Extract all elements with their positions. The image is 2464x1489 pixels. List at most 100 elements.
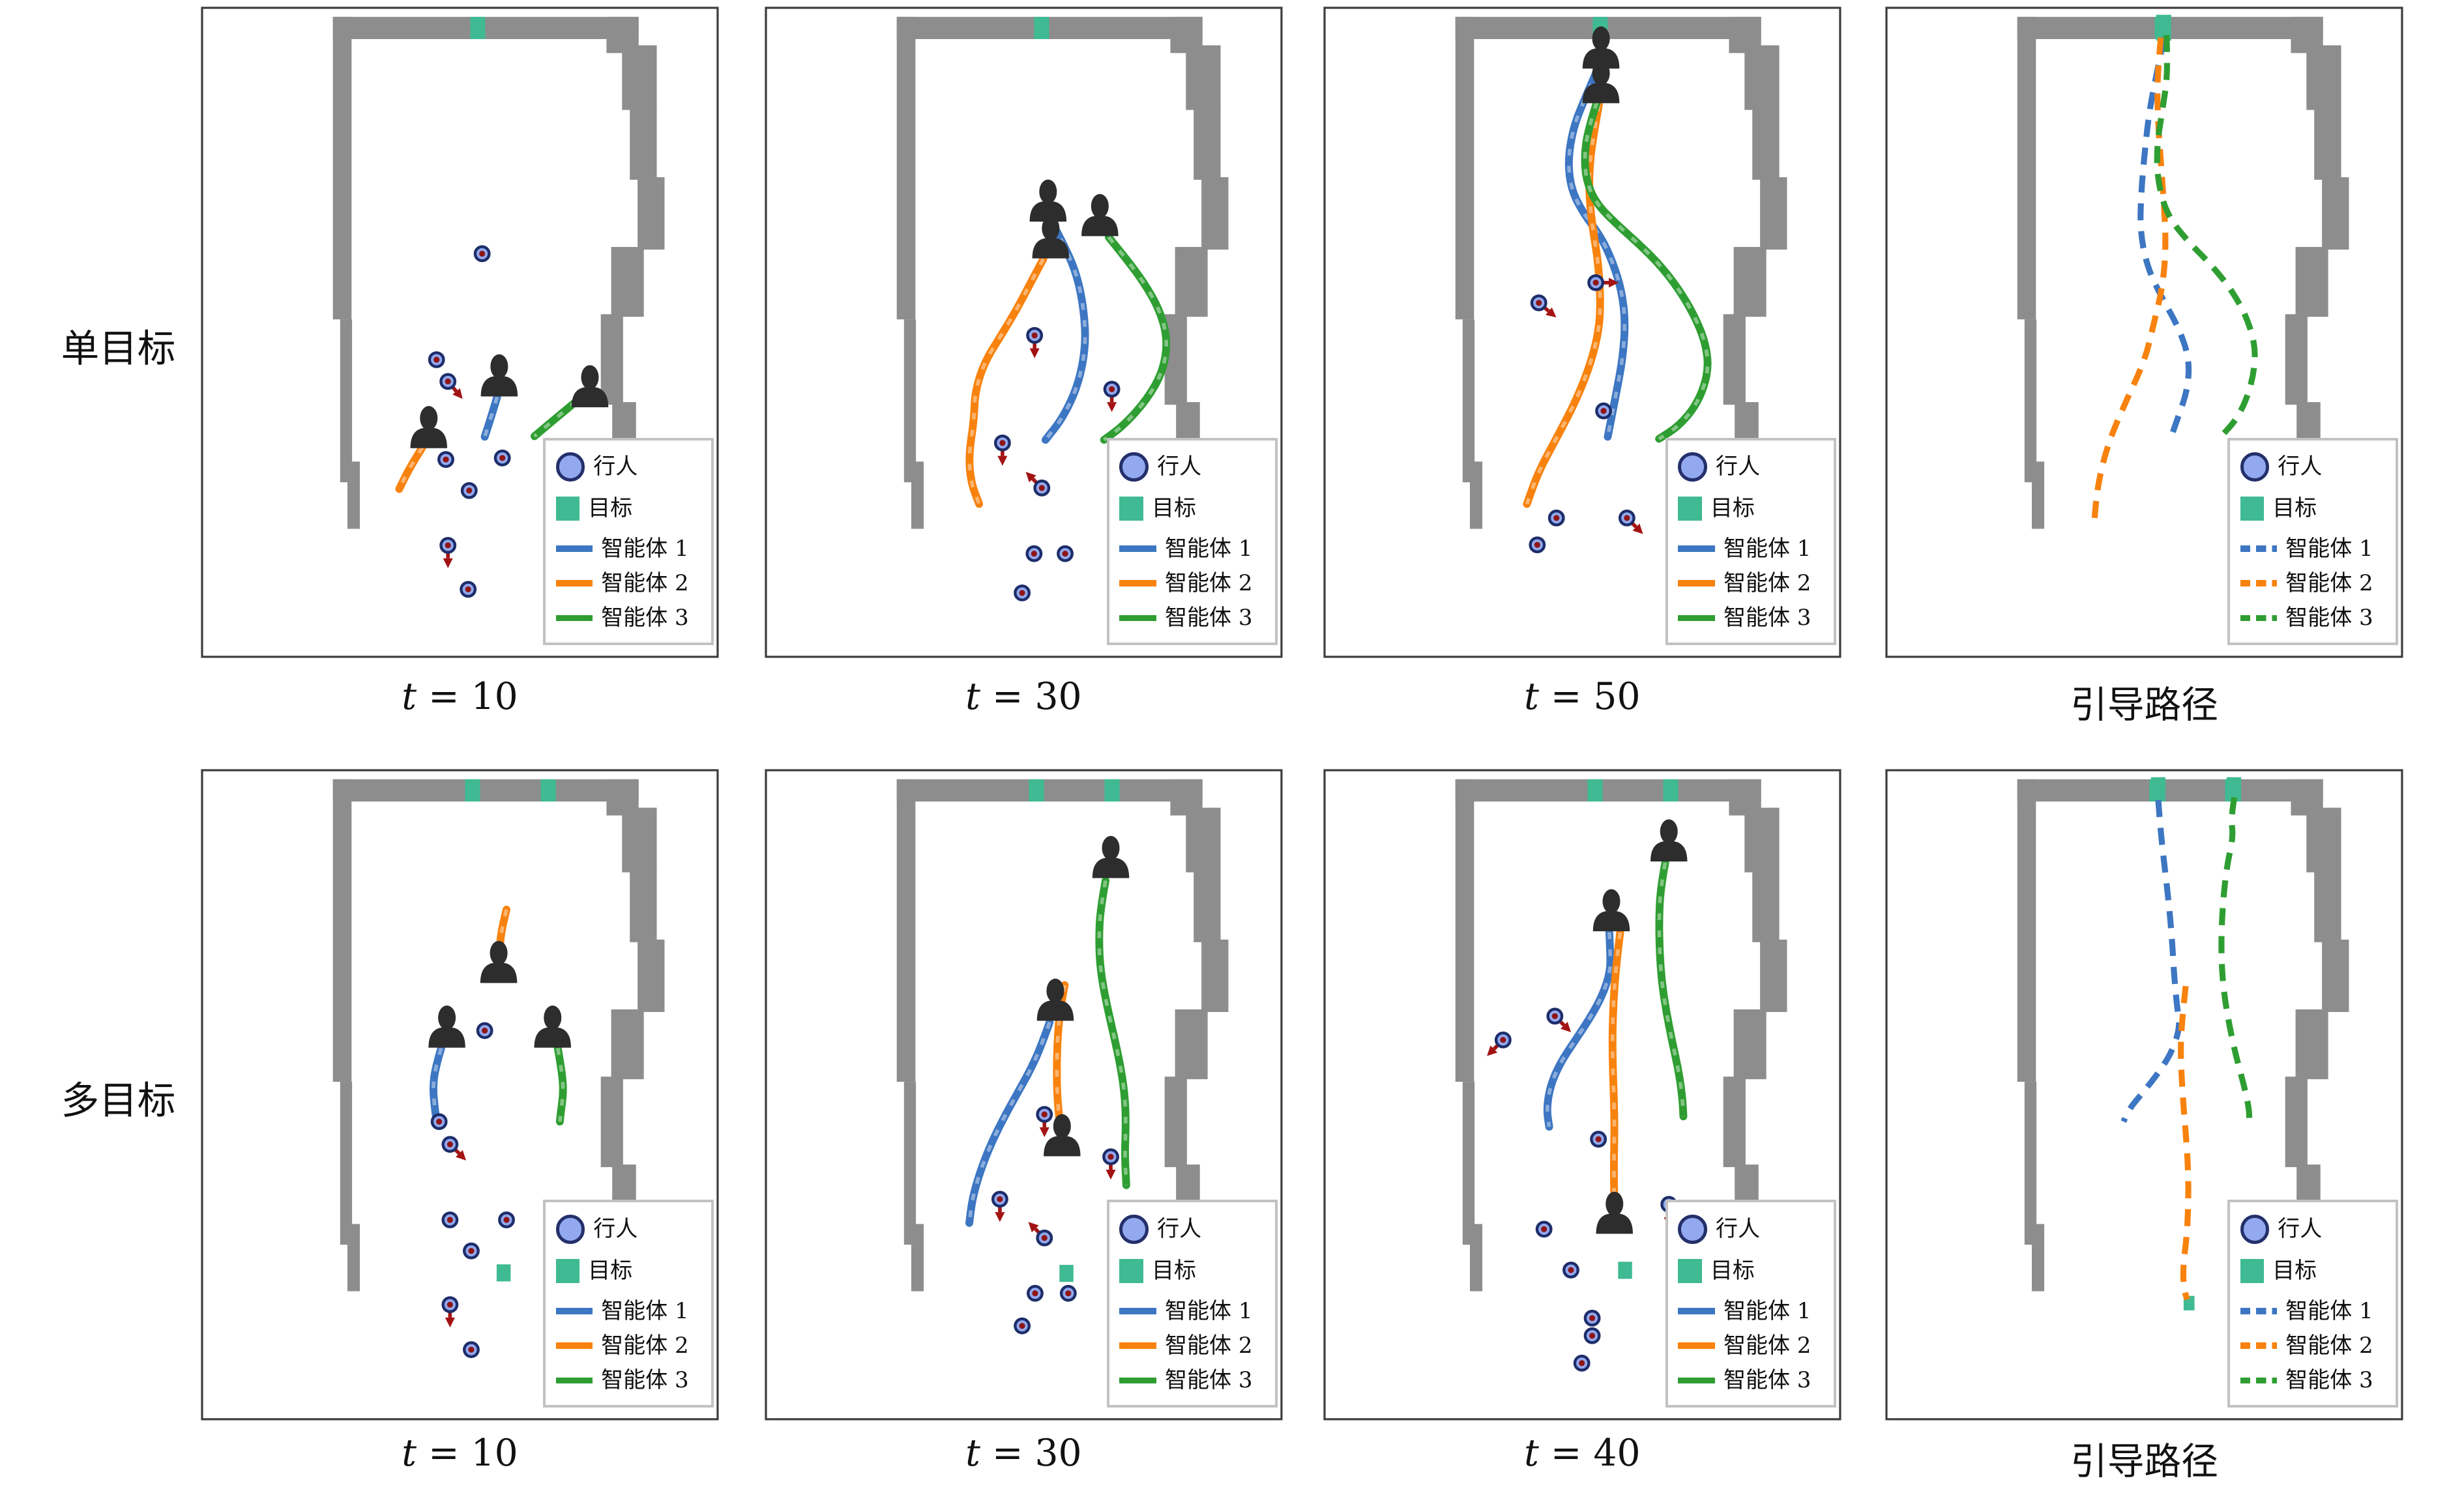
wall-segment bbox=[630, 869, 657, 942]
target-legend-icon bbox=[555, 497, 580, 521]
legend-label: 智能体 1 bbox=[2285, 535, 2373, 562]
agent-person-icon bbox=[1029, 179, 1066, 222]
wall-segment bbox=[903, 1082, 917, 1245]
wall-segment bbox=[1186, 45, 1221, 110]
legend-box: 行人 目标 智能体 1 智能体 2 智能体 3 bbox=[1665, 437, 1836, 645]
trajectory-texture bbox=[1566, 68, 1626, 437]
legend-label: 智能体 1 bbox=[601, 535, 689, 562]
legend-item: 智能体 1 bbox=[2240, 1298, 2390, 1325]
wall-segment bbox=[2306, 45, 2341, 110]
wall-segment bbox=[2017, 16, 2036, 320]
wall-segment bbox=[1201, 177, 1229, 250]
legend-item: 行人 bbox=[1678, 452, 1827, 482]
caption-value: = 10 bbox=[417, 675, 518, 719]
legend-item: 智能体 1 bbox=[1119, 536, 1269, 562]
agent-line-legend-icon bbox=[1678, 614, 1716, 622]
direction-arrowhead-icon bbox=[995, 1212, 1005, 1222]
agent-line-legend-icon bbox=[555, 545, 593, 552]
wall-segment bbox=[347, 461, 360, 529]
guide-path-agent-3 bbox=[2218, 796, 2253, 1121]
wall-segment bbox=[347, 1224, 360, 1292]
simulation-panel-single-4: 行人 目标 智能体 1 智能体 2 智能体 3 bbox=[1885, 7, 2403, 658]
pedestrian-marker bbox=[428, 351, 445, 368]
pedestrian-marker bbox=[1025, 472, 1051, 497]
wall-segment bbox=[1201, 939, 1229, 1012]
legend-item: 目标 bbox=[2240, 1258, 2390, 1284]
pedestrian-marker bbox=[1057, 545, 1074, 562]
agent-person-icon bbox=[1032, 216, 1069, 259]
legend-label: 目标 bbox=[588, 1257, 633, 1284]
caption-value: = 10 bbox=[417, 1432, 518, 1475]
wall-segment bbox=[1194, 869, 1221, 942]
legend-item: 行人 bbox=[555, 452, 705, 482]
caption-variable: t bbox=[402, 1432, 417, 1475]
agent-line-legend-icon bbox=[1119, 545, 1157, 552]
direction-arrowhead-icon bbox=[1106, 402, 1117, 412]
trajectory-texture bbox=[1610, 932, 1622, 1200]
wall-segment bbox=[903, 319, 917, 483]
pedestrian-legend-icon bbox=[2240, 452, 2270, 482]
wall-segment bbox=[1752, 107, 1780, 180]
pedestrian-marker bbox=[437, 451, 454, 469]
legend-label: 智能体 3 bbox=[1723, 605, 1811, 631]
wall-segment bbox=[600, 1077, 623, 1168]
legend-item: 智能体 1 bbox=[2240, 536, 2390, 562]
wall-segment bbox=[2295, 247, 2328, 317]
direction-arrowhead-icon bbox=[1029, 348, 1040, 358]
panel-caption: t = 10 bbox=[201, 1432, 719, 1475]
pedestrian-marker bbox=[993, 434, 1011, 466]
panel-caption: 引导路径 bbox=[2070, 684, 2218, 727]
pedestrian-marker bbox=[476, 1022, 493, 1039]
wall-segment bbox=[2032, 461, 2045, 529]
wall-segment bbox=[911, 461, 924, 529]
legend-label: 智能体 3 bbox=[601, 605, 689, 631]
exit-door-marker bbox=[540, 779, 556, 802]
wall-segment bbox=[1469, 1224, 1482, 1292]
pedestrian-marker bbox=[1530, 294, 1557, 318]
pedestrian-marker bbox=[1594, 402, 1612, 420]
pedestrian-marker bbox=[1590, 1131, 1607, 1148]
legend-item: 智能体 3 bbox=[555, 605, 705, 631]
trajectory-texture bbox=[483, 396, 499, 438]
legend-item: 智能体 2 bbox=[555, 1332, 705, 1359]
wall-segment bbox=[2017, 779, 2036, 1082]
agent-line-legend-icon bbox=[2240, 545, 2278, 552]
exit-door-marker bbox=[1663, 779, 1679, 802]
wall-segment bbox=[638, 939, 665, 1012]
direction-arrowhead-icon bbox=[1486, 1045, 1497, 1056]
legend-label: 智能体 2 bbox=[601, 1332, 689, 1359]
agent-person-icon bbox=[1081, 194, 1119, 237]
wall-segment bbox=[896, 16, 1203, 40]
trajectory-agent-2 bbox=[495, 905, 511, 951]
legend-item: 智能体 2 bbox=[1119, 1333, 1269, 1359]
legend-label: 行人 bbox=[1716, 454, 1761, 480]
direction-arrowhead-icon bbox=[443, 558, 453, 568]
legend-label: 行人 bbox=[593, 454, 638, 480]
legend-item: 目标 bbox=[1678, 495, 1827, 522]
agent-line-legend-icon bbox=[1678, 1377, 1716, 1384]
legend-label: 智能体 3 bbox=[1723, 1367, 1811, 1394]
legend-label: 目标 bbox=[1710, 495, 1755, 521]
simulation-panel-multi-3: 行人 目标 智能体 1 智能体 2 智能体 3 bbox=[1323, 768, 1841, 1421]
legend-label: 目标 bbox=[1151, 1257, 1197, 1284]
caption-value: = 30 bbox=[980, 1432, 1082, 1475]
legend-item: 智能体 3 bbox=[1119, 1367, 1269, 1394]
legend-label: 目标 bbox=[588, 495, 633, 521]
pedestrian-marker bbox=[441, 1211, 459, 1228]
pedestrian-marker bbox=[441, 1136, 467, 1161]
agent-person-icon bbox=[571, 365, 609, 408]
agent-person-icon bbox=[1043, 1114, 1081, 1157]
exit-door-marker bbox=[1029, 779, 1044, 802]
exit-door-marker bbox=[1034, 16, 1049, 40]
exit-door-marker bbox=[1104, 779, 1120, 802]
wall-segment bbox=[332, 779, 352, 1082]
agent-person-icon bbox=[1596, 1191, 1633, 1234]
trajectory-texture bbox=[432, 1047, 443, 1122]
panel-caption: t = 40 bbox=[1323, 1432, 1841, 1475]
wall-segment bbox=[630, 107, 657, 180]
direction-arrowhead-icon bbox=[1039, 1127, 1049, 1137]
agent-person-icon bbox=[428, 1005, 465, 1048]
target-legend-icon bbox=[1678, 1259, 1703, 1283]
legend-label: 智能体 2 bbox=[1723, 570, 1811, 596]
